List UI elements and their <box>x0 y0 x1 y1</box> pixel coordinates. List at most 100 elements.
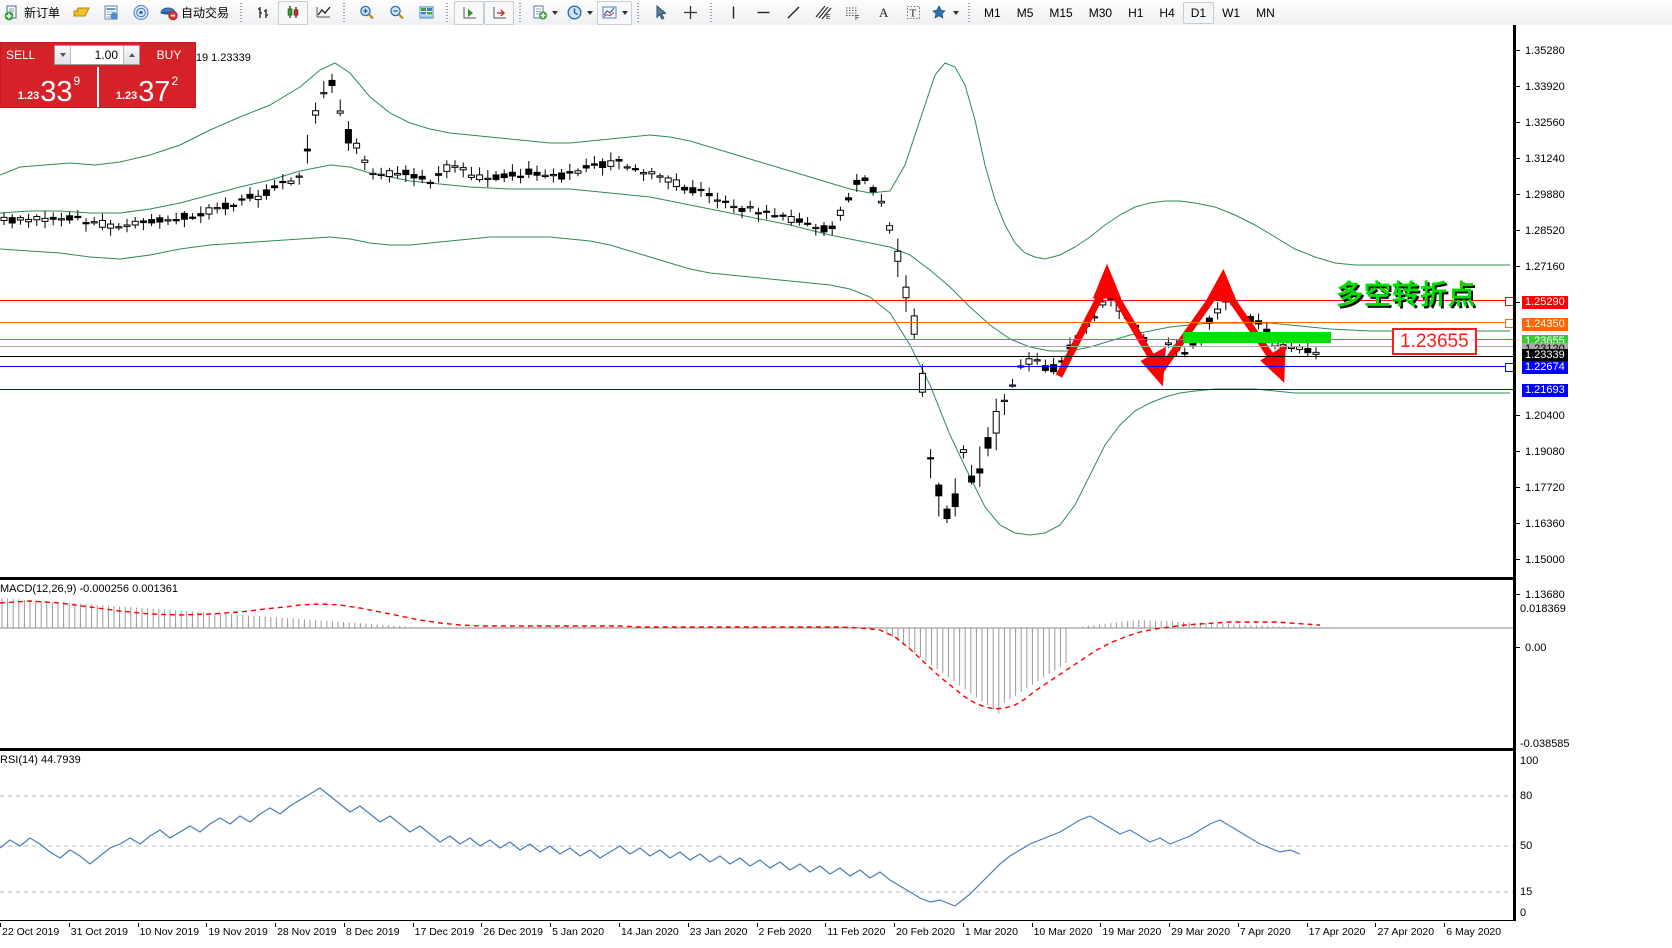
price-level-handle-122674[interactable] <box>1505 363 1513 372</box>
rsi-pane[interactable]: RSI(14) 44.7939 <box>0 752 1513 921</box>
one-click-trading-panel[interactable]: SELL 1.00 BUY 1.23 33 9 1.23 37 2 <box>0 42 196 108</box>
price-level-handle-125290[interactable] <box>1505 297 1513 306</box>
volume-increment-button[interactable] <box>123 46 139 64</box>
timeframe-h1[interactable]: H1 <box>1128 5 1144 20</box>
candle-body <box>1164 342 1172 346</box>
candle-body <box>66 215 74 221</box>
price-level-tag-121693[interactable]: 1.21693 <box>1522 384 1568 397</box>
time-axis-line <box>0 920 1513 921</box>
text-button[interactable]: A <box>868 1 898 25</box>
price-level-line-125290[interactable] <box>0 300 1513 301</box>
cursor-tool-button[interactable] <box>645 1 675 25</box>
candle-body <box>877 200 885 204</box>
chevron-down-icon[interactable] <box>587 10 594 15</box>
sell-button[interactable]: SELL <box>6 48 36 62</box>
horizontal-line-button[interactable] <box>748 1 778 25</box>
price-level-tag-125290[interactable]: 1.25290 <box>1522 296 1568 309</box>
buy-button[interactable]: BUY <box>156 48 182 62</box>
expert-advisors-button[interactable] <box>66 1 96 25</box>
macd-pane-separator <box>0 577 1513 580</box>
time-axis-label: 23 Jan 2020 <box>689 926 748 938</box>
price-level-line-124350[interactable] <box>0 322 1513 323</box>
clock-icon <box>566 4 583 21</box>
vertical-line-button[interactable] <box>718 1 748 25</box>
chevron-down-icon[interactable] <box>622 10 629 15</box>
candle-body <box>205 207 213 215</box>
market-watch-button[interactable] <box>126 1 156 25</box>
price-pane[interactable] <box>0 25 1513 580</box>
chevron-down-icon[interactable] <box>552 10 559 15</box>
equidistant-channel-button[interactable]: E <box>808 1 838 25</box>
timeframe-mn[interactable]: MN <box>1256 5 1275 20</box>
auto-scroll-icon <box>461 4 478 21</box>
timeframe-m30[interactable]: M30 <box>1088 5 1113 20</box>
trendline-button[interactable] <box>778 1 808 25</box>
crosshair-tool-button[interactable] <box>675 1 705 25</box>
timeframe-m15[interactable]: M15 <box>1049 5 1073 20</box>
bar-chart-button[interactable] <box>248 1 278 25</box>
volume-value[interactable]: 1.00 <box>94 48 118 62</box>
toolbar-separator <box>967 3 973 22</box>
period-separators-button[interactable] <box>562 1 597 25</box>
line-chart-button[interactable] <box>308 1 338 25</box>
timeframe-h4[interactable]: H4 <box>1159 5 1175 20</box>
volume-decrement-button[interactable] <box>55 46 71 64</box>
candle-body <box>992 410 1000 434</box>
grid-icon <box>418 4 435 21</box>
candle-body <box>820 225 828 233</box>
timeframe-m1[interactable]: M1 <box>984 5 1001 20</box>
timeframe-w1[interactable]: W1 <box>1222 5 1241 20</box>
channel-icon: E <box>814 4 833 21</box>
buy-quote[interactable]: 1.23 37 2 <box>97 67 195 107</box>
macd-pane[interactable]: MACD(12,26,9) -0.000256 0.001361 <box>0 581 1513 749</box>
candle-body <box>615 158 623 162</box>
timeframe-m5[interactable]: M5 <box>1016 5 1034 20</box>
zoom-in-button[interactable] <box>351 1 381 25</box>
chart-annotation-text[interactable]: 多空转折点 <box>1336 280 1476 311</box>
folder-icon <box>72 4 91 21</box>
time-axis[interactable]: 22 Oct 2019 31 Oct 2019 10 Nov 2019 19 Nov … <box>0 923 1513 943</box>
price-level-line-123120[interactable] <box>0 346 1513 347</box>
navigator-button[interactable] <box>96 1 126 25</box>
auto-scroll-button[interactable] <box>454 0 485 25</box>
price-callout-box[interactable]: 1.23655 <box>1392 328 1477 355</box>
time-axis-tick <box>756 923 758 927</box>
price-level-tag-122674[interactable]: 1.22674 <box>1522 361 1568 374</box>
zigzag-arrows <box>1055 263 1286 387</box>
time-axis-label: 17 Apr 2020 <box>1308 926 1366 938</box>
rsi-chart-svg <box>0 787 1513 907</box>
time-axis-label: 2 Feb 2020 <box>758 926 812 938</box>
autotrading-button[interactable]: 自动交易 <box>156 1 235 25</box>
price-level-handle-124350[interactable] <box>1505 319 1513 328</box>
shapes-button[interactable] <box>928 1 963 25</box>
timeframe-d1[interactable]: D1 <box>1182 1 1215 24</box>
templates-button[interactable] <box>527 1 562 25</box>
candle-body <box>1181 352 1189 355</box>
candlestick-chart-button[interactable] <box>278 0 309 25</box>
candle-body <box>549 174 557 177</box>
candle-body <box>131 220 139 226</box>
candlestick-icon <box>285 4 302 21</box>
chart-window[interactable]: GBPUSD-,Daily 1.24156 1.24366 1.22819 1.… <box>0 25 1672 948</box>
price-scale[interactable]: 1.35280 1.33920 1.32560 1.31240 1.29880 … <box>1516 25 1672 921</box>
indicators-button[interactable] <box>597 0 633 25</box>
fibonacci-button[interactable]: F <box>838 1 868 25</box>
zoom-out-button[interactable] <box>381 1 411 25</box>
chart-shift-icon <box>491 4 508 21</box>
chevron-down-icon[interactable] <box>953 10 960 15</box>
chart-shift-button[interactable] <box>484 0 515 25</box>
price-level-line-121693[interactable] <box>0 389 1513 390</box>
time-axis-label: 10 Mar 2020 <box>1033 926 1093 938</box>
volume-stepper[interactable]: 1.00 <box>54 45 140 65</box>
price-level-line-122674[interactable] <box>0 366 1513 367</box>
price-level-tag-124350[interactable]: 1.24350 <box>1522 318 1568 331</box>
time-axis-label: 10 Nov 2019 <box>139 926 200 938</box>
tile-windows-button[interactable] <box>411 1 441 25</box>
green-support-band[interactable] <box>1183 332 1331 343</box>
text-label-button[interactable]: T <box>898 1 928 25</box>
sell-quote[interactable]: 1.23 33 9 <box>1 67 97 107</box>
candle-body <box>705 192 713 197</box>
new-order-button[interactable]: 新订单 <box>0 1 66 25</box>
time-axis-tick <box>275 923 277 927</box>
price-level-line-123655[interactable] <box>0 339 1513 340</box>
